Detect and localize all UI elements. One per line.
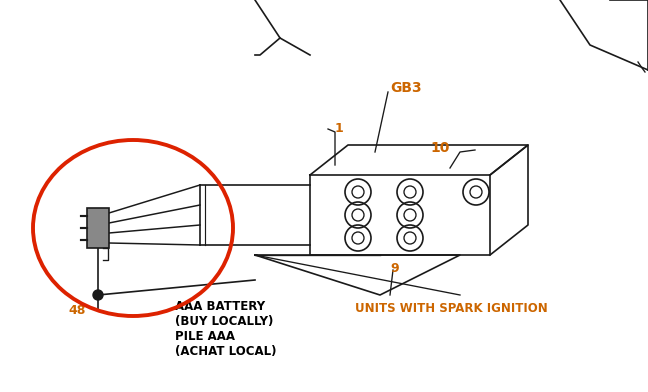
FancyBboxPatch shape (87, 208, 109, 248)
Text: UNITS WITH SPARK IGNITION: UNITS WITH SPARK IGNITION (355, 302, 548, 315)
Text: 10: 10 (430, 141, 449, 155)
Text: 1: 1 (335, 122, 343, 134)
Text: 48: 48 (68, 303, 86, 316)
Text: 9: 9 (390, 261, 399, 274)
Text: AAA BATTERY
(BUY LOCALLY)
PILE AAA
(ACHAT LOCAL): AAA BATTERY (BUY LOCALLY) PILE AAA (ACHA… (175, 300, 277, 358)
Text: GB3: GB3 (390, 81, 422, 95)
Circle shape (93, 290, 103, 300)
